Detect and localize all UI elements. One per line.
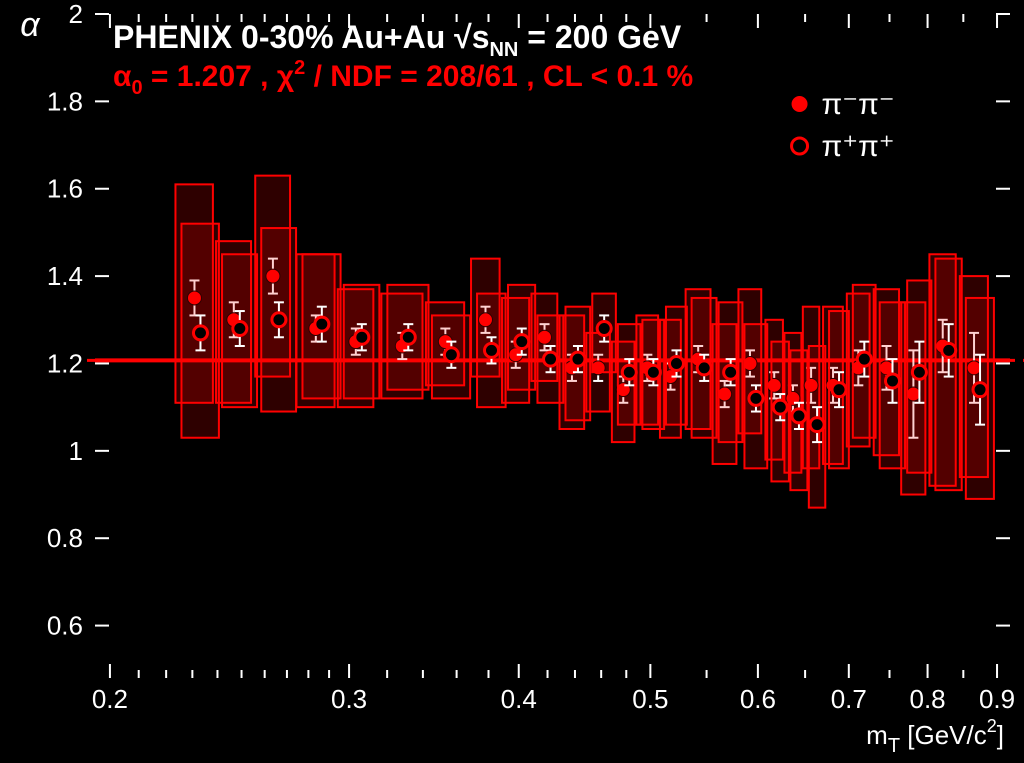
data-point-open (571, 352, 585, 366)
y-tick-label: 2 (69, 0, 83, 29)
legend-label: π⁺π⁺ (822, 130, 895, 163)
x-tick-label: 0.9 (979, 684, 1015, 714)
data-point-open (515, 335, 529, 349)
data-point-open (773, 400, 787, 414)
data-point-open (832, 383, 846, 397)
data-point-open (355, 330, 369, 344)
data-point-open (792, 409, 806, 423)
data-point-open (973, 383, 987, 397)
data-point-open (484, 343, 498, 357)
data-point-open (724, 365, 738, 379)
data-point-open (942, 343, 956, 357)
y-tick-label: 1 (69, 436, 83, 466)
x-tick-label: 0.8 (909, 684, 945, 714)
data-point-open (272, 313, 286, 327)
data-point-open (749, 391, 763, 405)
data-point-open (544, 352, 558, 366)
y-tick-label: 0.6 (47, 611, 83, 641)
y-tick-label: 1.8 (47, 86, 83, 116)
chart-title: PHENIX 0-30% Au+Au √sNN = 200 GeV (113, 19, 682, 61)
data-point-open (401, 330, 415, 344)
data-point-open (622, 365, 636, 379)
data-point-open (444, 348, 458, 362)
data-point-open (697, 361, 711, 375)
data-point-open (315, 317, 329, 331)
y-tick-label: 0.8 (47, 523, 83, 553)
data-point-open (646, 365, 660, 379)
x-tick-label: 0.5 (632, 684, 668, 714)
data-point-open (886, 374, 900, 388)
legend-marker-closed (792, 96, 808, 112)
data-point-open (193, 326, 207, 340)
scatter-chart: 0.2 0.3 0.4 0.5 0.6 0.7 0.8 0.9 0.6 0.8 1 1.2 1.4 1.6… (0, 0, 1024, 763)
data-point-open (669, 356, 683, 370)
data-point-open (233, 322, 247, 336)
y-tick-label: 1.4 (47, 261, 83, 291)
data-point-open (597, 322, 611, 336)
legend-label: π⁻π⁻ (822, 88, 895, 121)
x-tick-label: 0.2 (92, 684, 128, 714)
x-tick-label: 0.7 (831, 684, 867, 714)
x-tick-label: 0.3 (331, 684, 367, 714)
y-tick-label: 1.2 (47, 348, 83, 378)
data-point-open (857, 352, 871, 366)
chart-subtitle: α0 = 1.207 , χ2 / NDF = 208/61 , CL < 0.… (113, 57, 693, 99)
x-tick-label: 0.4 (501, 684, 537, 714)
data-point-open (912, 365, 926, 379)
y-axis-title: α (20, 6, 41, 44)
y-tick-label: 1.6 (47, 174, 83, 204)
x-tick-label: 0.6 (740, 684, 776, 714)
data-point-open (810, 418, 824, 432)
legend-marker-open (792, 138, 808, 154)
